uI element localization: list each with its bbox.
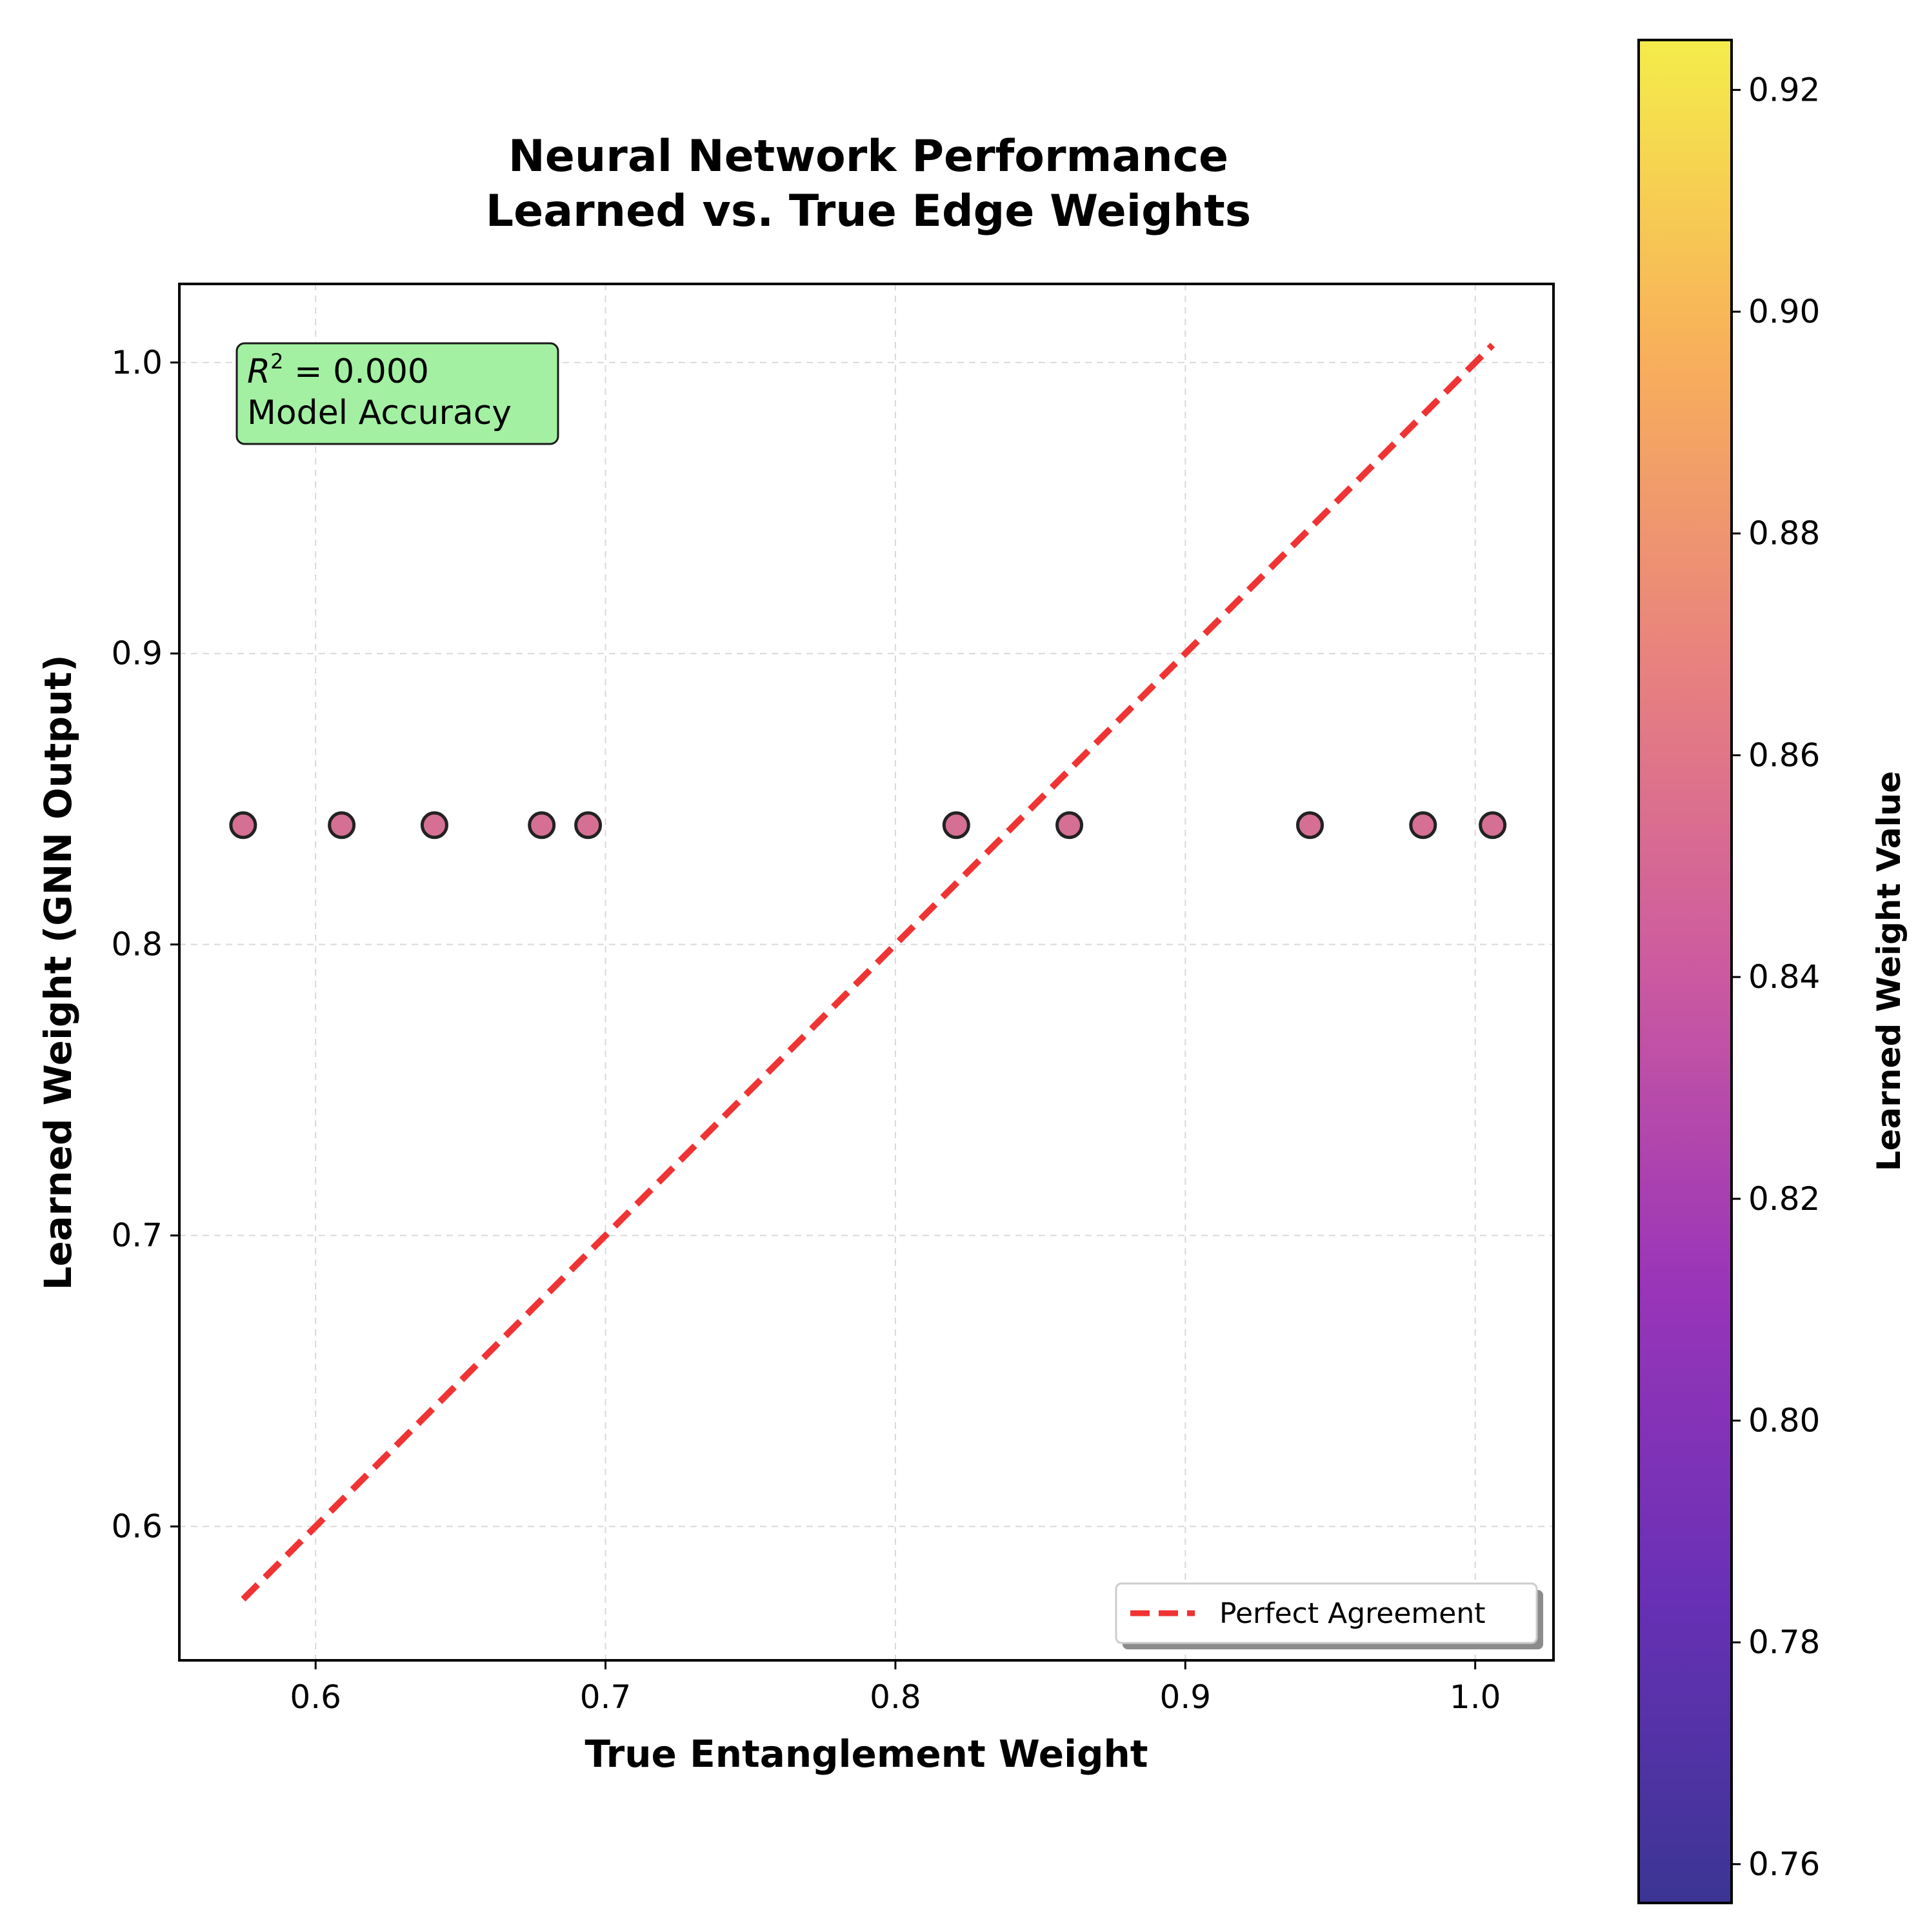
perfect-agreement-line: [241, 343, 1495, 1602]
y-axis-label: Learned Weight (GNN Output): [36, 655, 80, 1291]
data-point: [942, 811, 970, 840]
annotation-box: [235, 342, 559, 445]
colorbar-tick-label: 0.78: [1748, 1624, 1820, 1661]
colorbar-tick-label: 0.86: [1748, 736, 1820, 774]
y-tick-label: 0.6: [111, 1508, 163, 1545]
chart-title-line-2: Learned vs. True Edge Weights: [486, 186, 1251, 237]
data-point: [1296, 811, 1324, 840]
legend-label-perfect-agreement: Perfect Agreement: [1219, 1597, 1485, 1630]
colorbar: 0.76 0.78 0.80 0.82 0.84 0.86 0.88 0.90 0.92 Lea…: [1637, 39, 1908, 1904]
points-layer: [229, 811, 1507, 840]
x-tick-label: 0.8: [870, 1678, 921, 1716]
colorbar-tick-label: 0.90: [1748, 293, 1820, 330]
colorbar-tick-label: 0.82: [1748, 1180, 1820, 1218]
x-tick-label: 1.0: [1450, 1678, 1501, 1716]
annotation-symbol: R: [247, 352, 270, 391]
x-axis-label: True Entanglement Weight: [584, 1732, 1148, 1776]
y-axis-ticks: 0.6 0.7 0.8 0.9 1.0: [111, 344, 179, 1545]
y-tick-label: 0.7: [111, 1217, 163, 1254]
colorbar-tick-label: 0.88: [1748, 515, 1820, 552]
chart-title-line-1: Neural Network Performance: [508, 131, 1228, 182]
plot-frame: [178, 283, 1555, 1662]
annotation-value: = 0.000: [284, 352, 430, 391]
colorbar-tick-label: 0.92: [1748, 71, 1820, 108]
data-point: [328, 811, 356, 840]
colorbar-label: Learned Weight Value: [1870, 771, 1908, 1171]
x-tick-label: 0.6: [290, 1678, 341, 1716]
data-point: [574, 811, 603, 840]
colorbar-tick-label: 0.80: [1748, 1402, 1820, 1439]
x-axis-ticks: 0.6 0.7 0.8 0.9 1.0: [290, 1660, 1501, 1716]
x-tick-label: 0.9: [1160, 1678, 1212, 1716]
x-tick-label: 0.7: [580, 1678, 632, 1716]
data-point: [229, 811, 257, 840]
annotation-line-1: R2 = 0.000: [247, 349, 429, 391]
data-point: [420, 811, 448, 840]
data-point: [1055, 811, 1084, 840]
annotation-superscript: 2: [270, 349, 283, 374]
data-point: [1409, 811, 1437, 840]
r-squared-annotation: R2 = 0.000 Model Accuracy: [235, 342, 559, 445]
legend-box: [1115, 1582, 1538, 1644]
colorbar-tick-label: 0.84: [1748, 958, 1820, 996]
y-tick-label: 0.8: [111, 926, 163, 963]
annotation-line-2: Model Accuracy: [247, 394, 512, 432]
colorbar-ticks: 0.76 0.78 0.80 0.82 0.84 0.86 0.88 0.90 0.92: [1732, 71, 1820, 1883]
legend: Perfect Agreement: [1115, 1582, 1543, 1649]
y-tick-label: 1.0: [111, 344, 163, 381]
y-tick-label: 0.9: [111, 635, 163, 672]
data-point: [1479, 811, 1507, 840]
colorbar-tick-label: 0.76: [1748, 1846, 1820, 1883]
data-point: [528, 811, 556, 840]
grid: [179, 284, 1553, 1660]
colorbar-gradient: [1637, 39, 1733, 1904]
reference-line-layer: [241, 343, 1495, 1602]
